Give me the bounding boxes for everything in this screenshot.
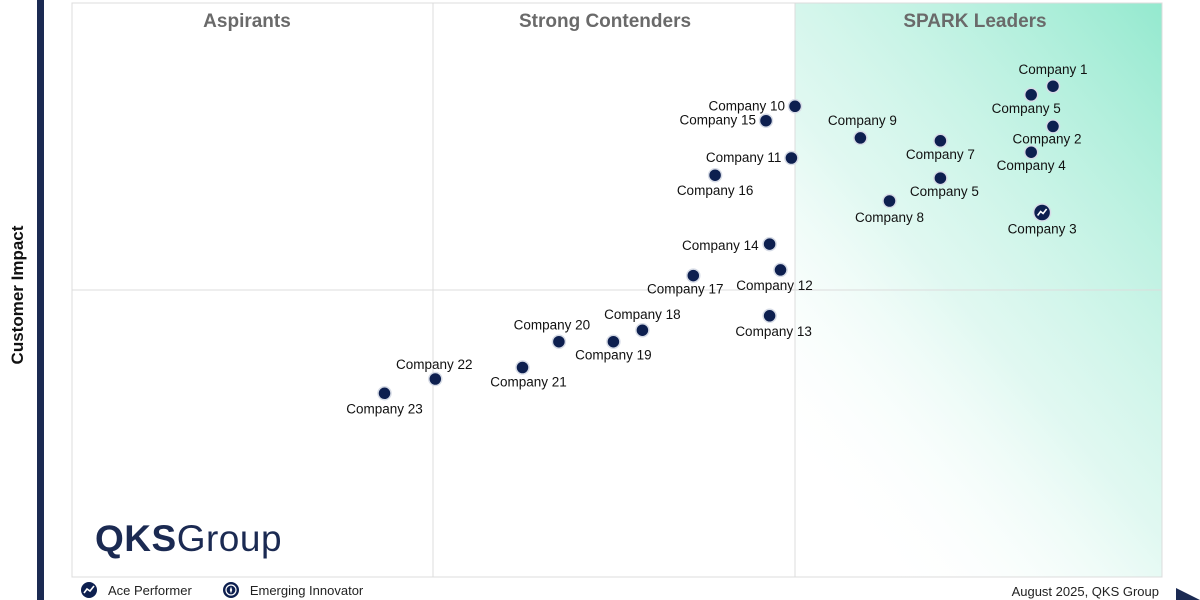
logo-light-text: Group bbox=[176, 518, 283, 559]
data-point bbox=[551, 334, 567, 349]
data-point bbox=[707, 167, 723, 183]
quadrant-title-spark-leaders: SPARK Leaders bbox=[903, 11, 1046, 32]
quadrant-grid bbox=[71, 2, 1163, 578]
data-point bbox=[377, 386, 392, 401]
legend-item-emerging-innovator: Emerging Innovator bbox=[222, 581, 363, 599]
point-label: Company 5 bbox=[910, 184, 979, 199]
point-label: Company 18 bbox=[604, 307, 681, 322]
data-point bbox=[773, 262, 788, 278]
data-point bbox=[882, 193, 897, 209]
data-point bbox=[933, 133, 948, 149]
data-point bbox=[1045, 78, 1061, 94]
data-point bbox=[758, 113, 774, 128]
data-point bbox=[1023, 87, 1039, 103]
point-label: Company 3 bbox=[1008, 222, 1077, 237]
data-point bbox=[853, 130, 868, 146]
point-label: Company 16 bbox=[677, 183, 754, 198]
legend-label-emerging-innovator: Emerging Innovator bbox=[249, 582, 364, 598]
point-label: Company 5 bbox=[992, 101, 1061, 116]
point-label: Company 9 bbox=[828, 113, 897, 128]
data-point bbox=[428, 371, 443, 387]
corner-arrow-icon bbox=[1176, 588, 1200, 600]
footnote: August 2025, QKS Group bbox=[1011, 584, 1159, 599]
ace-performer-icon bbox=[81, 582, 97, 598]
point-label: Company 15 bbox=[679, 113, 756, 128]
point-label: Company 23 bbox=[346, 401, 423, 416]
point-label: Company 22 bbox=[396, 357, 473, 372]
data-point bbox=[635, 322, 650, 338]
point-label: Company 12 bbox=[736, 278, 813, 293]
point-label: Company 11 bbox=[706, 150, 782, 165]
legend: Ace Performer Emerging Innovator bbox=[80, 580, 393, 600]
point-label: Company 21 bbox=[490, 375, 567, 390]
data-point bbox=[762, 308, 777, 324]
data-point bbox=[933, 170, 948, 186]
data-point bbox=[515, 360, 530, 375]
point-label: Company 20 bbox=[514, 318, 591, 333]
data-points: Company 1 Company 5 Company 2 Company 4 Comp… bbox=[346, 62, 1087, 416]
point-label: Company 10 bbox=[708, 98, 785, 113]
point-label: Company 13 bbox=[735, 324, 812, 339]
point-label: Company 17 bbox=[647, 282, 724, 297]
data-point bbox=[1023, 144, 1039, 160]
logo-strong-text: QKS bbox=[95, 518, 177, 559]
qks-group-logo: QKSGroup bbox=[95, 518, 282, 560]
point-label: Company 2 bbox=[1012, 131, 1081, 146]
point-label: Company 4 bbox=[997, 158, 1067, 173]
data-point bbox=[686, 268, 701, 283]
data-point bbox=[606, 334, 621, 349]
data-point bbox=[1045, 119, 1061, 134]
data-point bbox=[784, 150, 799, 166]
point-label: Company 8 bbox=[855, 210, 924, 225]
quadrant-title-strong-contenders: Strong Contenders bbox=[519, 11, 691, 32]
legend-label-ace-performer: Ace Performer bbox=[108, 582, 192, 598]
point-label: Company 19 bbox=[575, 348, 652, 363]
emerging-innovator-icon bbox=[222, 582, 239, 598]
point-label: Company 14 bbox=[682, 238, 759, 253]
ace-performer-icon bbox=[1036, 208, 1048, 216]
data-point bbox=[762, 236, 777, 252]
y-axis-bar bbox=[37, 0, 44, 600]
data-point bbox=[787, 99, 803, 114]
point-label: Company 1 bbox=[1018, 62, 1087, 77]
point-label: Company 7 bbox=[906, 147, 975, 162]
quadrant-title-aspirants: Aspirants bbox=[203, 11, 291, 32]
legend-item-ace-performer: Ace Performer bbox=[80, 581, 192, 599]
